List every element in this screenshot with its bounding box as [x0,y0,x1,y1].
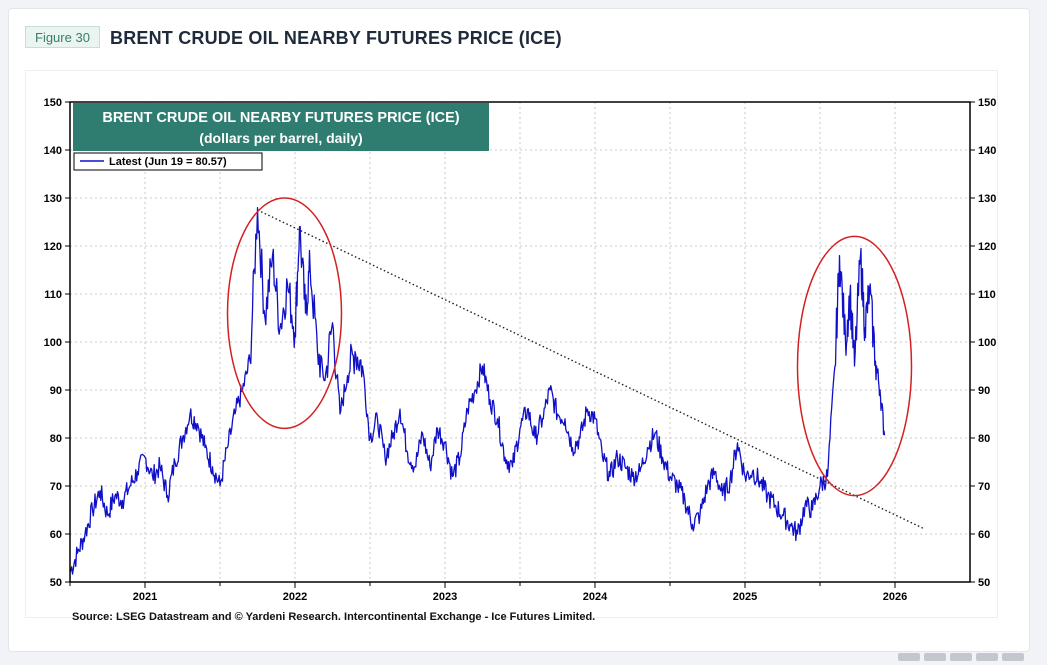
y-tick-label-right: 140 [978,145,996,157]
y-tick-label-left: 110 [44,289,62,301]
x-tick-label: 2022 [283,591,307,603]
title-panel-bg [73,103,489,151]
y-tick-label-right: 90 [978,385,990,397]
title-panel: BRENT CRUDE OIL NEARBY FUTURES PRICE (IC… [73,103,489,151]
figure-title: BRENT CRUDE OIL NEARBY FUTURES PRICE (IC… [110,28,562,48]
y-tick-label-left: 140 [44,145,62,157]
y-tick-label-right: 80 [978,433,990,445]
highlight-circle-1 [226,197,343,430]
carousel-thumbnails [898,653,1024,661]
y-tick-label-left: 130 [44,193,62,205]
y-tick-label-right: 100 [978,337,996,349]
x-axis: 2021 2022 2023 2024 2025 2026 [69,582,907,603]
legend: Latest (Jun 19 = 80.57) [73,152,263,171]
y-tick-label-right: 60 [978,529,990,541]
highlight-circles [226,197,913,497]
grid-lines [70,102,970,582]
x-tick-label: 2025 [733,591,757,603]
y-tick-label-right: 70 [978,481,990,493]
legend-entry: Latest (Jun 19 = 80.57) [109,156,227,168]
trend-line [257,209,926,530]
panel-title: BRENT CRUDE OIL NEARBY FUTURES PRICE (IC… [102,110,459,126]
y-tick-label-left: 80 [50,433,62,445]
series-line-brent [69,206,886,575]
y-axis-right: 50 60 70 80 90 100 110 120 130 140 150 [970,97,996,589]
legend-box [73,152,263,171]
y-tick-label-left: 100 [44,337,62,349]
y-tick-label-right: 50 [978,577,990,589]
y-tick-label-left: 50 [50,577,62,589]
x-tick-label: 2021 [133,591,157,603]
figure-label: Figure 30 [25,26,100,48]
x-tick-label: 2026 [883,591,907,603]
brent-price-chart: 50 60 70 80 90 100 110 120 130 140 150 50 60 70 80 90 1… [44,97,997,623]
y-axis-left: 50 60 70 80 90 100 110 120 130 140 150 [44,97,70,589]
y-tick-label-left: 120 [44,241,62,253]
chart-source: Source: LSEG Datastream and © Yardeni Re… [72,611,595,623]
plot-border [69,101,971,583]
x-tick-label: 2024 [583,591,608,603]
x-tick-label: 2023 [433,591,457,603]
y-tick-label-right: 110 [978,289,996,301]
panel-subtitle: (dollars per barrel, daily) [199,130,362,146]
y-tick-label-left: 150 [44,97,62,109]
y-tick-label-left: 70 [50,481,62,493]
y-tick-label-left: 60 [50,529,62,541]
chart-frame [25,70,998,618]
y-tick-label-right: 150 [978,97,996,109]
y-tick-label-left: 90 [50,385,62,397]
y-tick-label-right: 130 [978,193,996,205]
y-tick-label-right: 120 [978,241,996,253]
highlight-circle-2 [796,235,913,497]
